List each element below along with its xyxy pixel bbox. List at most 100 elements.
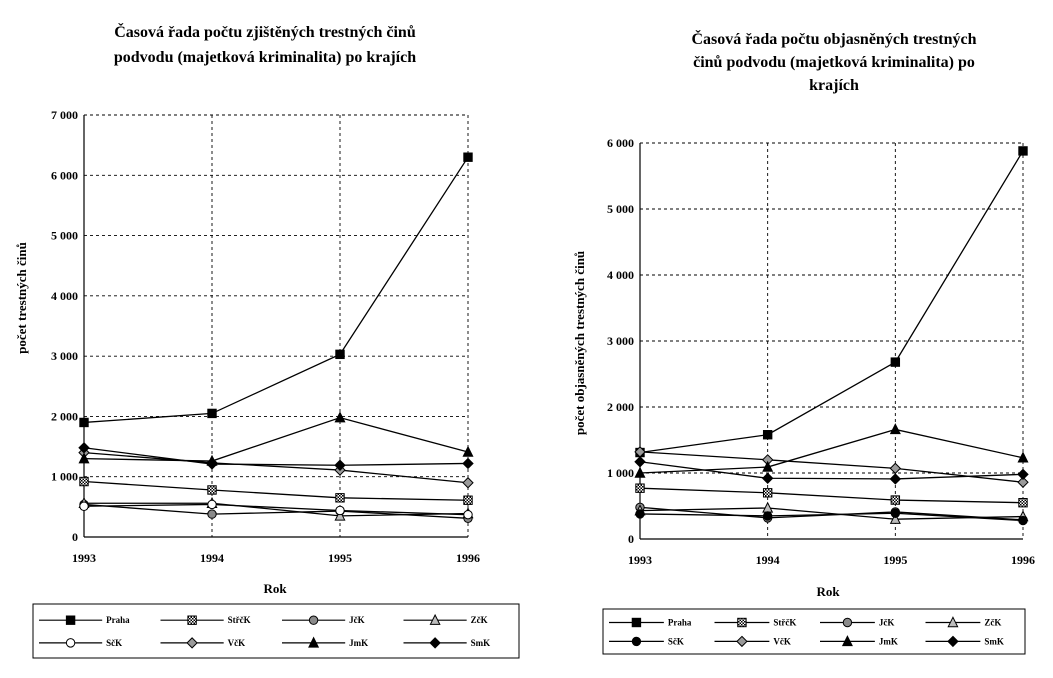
legend-swatch-marker bbox=[308, 615, 319, 625]
legend-box bbox=[602, 608, 1026, 655]
series-line bbox=[83, 503, 469, 516]
series-line bbox=[639, 461, 1024, 480]
y-tick-label: 6 000 bbox=[607, 136, 634, 150]
series-line bbox=[639, 487, 1024, 504]
legend-swatch-marker bbox=[841, 635, 853, 647]
legend-swatch-marker bbox=[65, 638, 76, 648]
x-tick-label: 1994 bbox=[200, 551, 224, 565]
chart-title-line-1: Časová řada počtu zjištěných trestných č… bbox=[114, 22, 416, 41]
data-point bbox=[462, 457, 474, 470]
series-line bbox=[83, 156, 469, 424]
legend-entry-label: ZčK bbox=[984, 618, 1001, 628]
data-point bbox=[635, 509, 645, 519]
legend-swatch-marker bbox=[186, 637, 198, 649]
legend: Praha StřčK JčK ZčK SčK VčK JmK SmK bbox=[602, 608, 1026, 655]
data-point bbox=[761, 472, 774, 484]
x-axis-title: Rok bbox=[263, 581, 287, 596]
data-point bbox=[335, 505, 345, 516]
legend-entry-label: SmK bbox=[471, 638, 491, 648]
data-point bbox=[334, 459, 346, 471]
data-point bbox=[207, 509, 217, 519]
legend-swatch-marker bbox=[308, 636, 320, 648]
chart-title-line-3: krajích bbox=[809, 77, 859, 94]
legend-swatch-marker bbox=[631, 636, 642, 647]
data-point bbox=[1018, 515, 1028, 526]
y-axis-title: počet trestných činů bbox=[14, 242, 29, 354]
data-point bbox=[890, 495, 901, 505]
legend-entry-label: SčK bbox=[668, 636, 684, 646]
legend-box bbox=[32, 603, 520, 659]
y-tick-label: 1 000 bbox=[607, 466, 634, 480]
legend-entry-label: Praha bbox=[668, 618, 692, 628]
x-tick-label: 1996 bbox=[456, 551, 480, 565]
legend-entry-label: JmK bbox=[349, 638, 368, 648]
data-point bbox=[78, 442, 90, 454]
y-tick-label: 3 000 bbox=[51, 349, 78, 363]
legend-entry-label: Praha bbox=[106, 615, 130, 625]
data-point bbox=[463, 495, 473, 505]
data-point bbox=[634, 466, 646, 478]
data-point bbox=[462, 477, 474, 489]
y-tick-label: 4 000 bbox=[51, 289, 78, 303]
data-point bbox=[1017, 468, 1029, 481]
data-point bbox=[1017, 476, 1029, 488]
data-point bbox=[890, 357, 901, 367]
y-tick-label: 2 000 bbox=[607, 400, 634, 414]
legend-entry-label: JčK bbox=[879, 618, 895, 628]
series-line bbox=[639, 507, 1024, 520]
data-point bbox=[207, 408, 217, 419]
chart-title-line-1: Časová řada počtu objasněných trestných bbox=[691, 29, 976, 48]
legend-swatch-marker bbox=[631, 617, 642, 628]
data-point bbox=[207, 499, 217, 510]
data-point bbox=[79, 501, 89, 511]
x-tick-label: 1993 bbox=[628, 553, 652, 567]
legend-swatch-marker bbox=[736, 635, 748, 648]
chart-solved-fraud: Časová řada počtu objasněných trestných … bbox=[572, 29, 1035, 655]
data-point bbox=[1018, 146, 1028, 156]
series-line bbox=[83, 416, 469, 462]
plot-area: 0 1 000 2 000 3 000 4 000 5 000 6 000 7 000 1993… bbox=[51, 108, 480, 565]
data-point bbox=[207, 485, 217, 495]
data-point bbox=[463, 509, 473, 520]
y-tick-label: 7 000 bbox=[51, 108, 78, 122]
legend-swatch-marker bbox=[187, 615, 197, 625]
legend-entry-label: VčK bbox=[773, 636, 791, 646]
data-point bbox=[889, 512, 901, 524]
y-tick-label: 3 000 bbox=[607, 334, 634, 348]
series-line bbox=[639, 451, 1024, 483]
data-point bbox=[78, 452, 90, 464]
x-tick-label: 1993 bbox=[72, 551, 96, 565]
legend-swatch-marker bbox=[65, 615, 76, 625]
legend: Praha StřčK JčK ZčK SčK VčK JmK SmK bbox=[32, 603, 520, 659]
series-line bbox=[83, 447, 469, 466]
data-point bbox=[762, 460, 774, 472]
legend-swatch-marker bbox=[947, 616, 959, 628]
y-tick-label: 0 bbox=[628, 532, 634, 546]
y-tick-label: 5 000 bbox=[51, 229, 78, 243]
data-point bbox=[335, 493, 345, 503]
data-point bbox=[463, 152, 473, 162]
x-tick-label: 1995 bbox=[883, 553, 907, 567]
y-tick-label: 2 000 bbox=[51, 409, 78, 423]
y-tick-label: 0 bbox=[72, 530, 78, 544]
y-tick-label: 5 000 bbox=[607, 202, 634, 216]
data-point bbox=[206, 458, 218, 470]
legend-swatch-marker bbox=[842, 617, 853, 628]
series-line bbox=[83, 503, 469, 519]
data-point bbox=[334, 509, 346, 521]
legend-entry-label: SmK bbox=[984, 636, 1004, 646]
data-point bbox=[762, 488, 773, 498]
legend-entry-label: ZčK bbox=[471, 615, 488, 625]
data-point bbox=[762, 511, 773, 521]
x-tick-label: 1995 bbox=[328, 551, 352, 565]
series-line bbox=[83, 480, 469, 501]
legend-swatch-marker bbox=[429, 613, 441, 625]
data-point bbox=[334, 411, 346, 423]
legend-swatch-marker bbox=[429, 637, 441, 649]
series-line bbox=[639, 428, 1024, 474]
series-line bbox=[83, 451, 469, 484]
legend-swatch-marker bbox=[947, 635, 959, 648]
data-point bbox=[79, 476, 89, 487]
data-point bbox=[762, 430, 773, 440]
